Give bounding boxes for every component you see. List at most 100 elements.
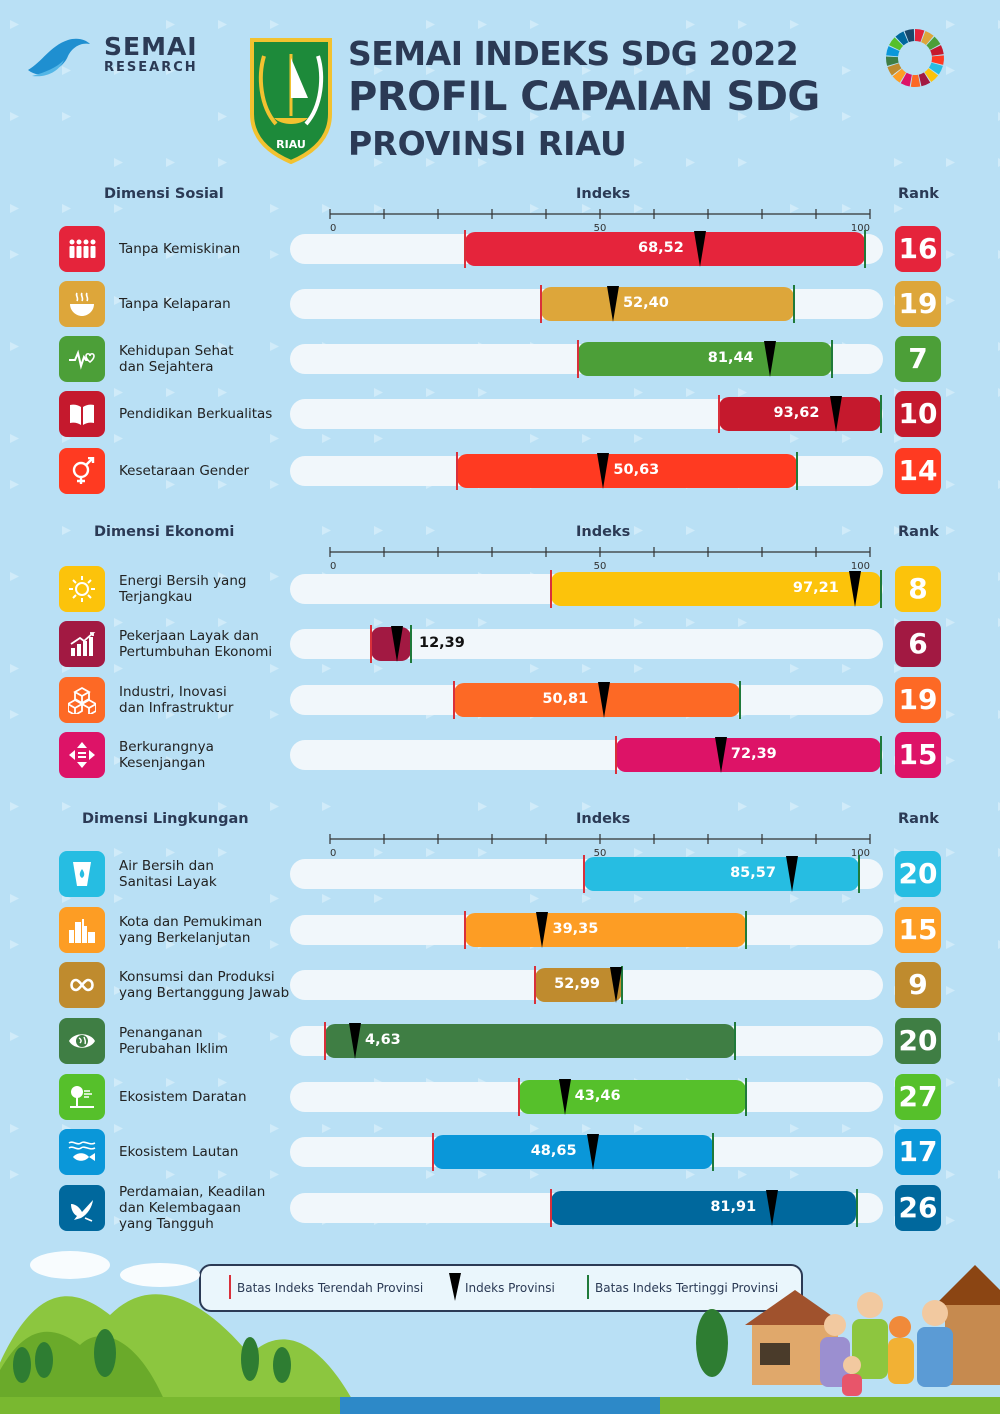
index-column-header: Indeks [576,811,631,827]
axis-tick-label: 0 [330,223,336,232]
legend-index-label: Indeks Provinsi [465,1281,555,1295]
low-limit-marker [464,911,466,949]
rank-badge: 20 [895,851,941,897]
cubes-icon [68,686,96,714]
rank-column-header: Rank [898,524,939,540]
title-line-2: PROFIL CAPAIAN SDG [348,74,820,120]
axis-tick-label: 0 [330,848,336,857]
goal-label: Tanpa Kelaparan [119,296,231,312]
province-index-marker [558,1079,571,1115]
index-scale-axis: 0 50 100 [329,547,871,570]
sdg-goal-badge [59,448,105,494]
sdg-wheel-icon [886,29,944,87]
goal-label: Berkurangnya Kesenjangan [119,739,214,771]
heartbeat-icon [69,349,95,370]
sdg-goal-badge [59,336,105,382]
legend: Batas Indeks Terendah Provinsi Indeks Pr… [199,1264,803,1312]
high-limit-marker [831,340,834,378]
sdg-goal-badge [59,391,105,437]
city-icon [69,919,95,943]
index-value: 43,46 [574,1088,621,1104]
sdg-goal-badge [59,732,105,778]
semai-wave-icon [28,38,90,77]
province-index-marker [829,396,842,432]
low-limit-marker [455,452,458,490]
sdg-row: Konsumsi dan Produksi yang Bertanggung J… [0,959,1000,1009]
low-limit-marker [464,230,466,268]
crest-text: RIAU [276,138,306,151]
tree-icon [70,1086,94,1108]
province-index-marker [610,967,623,1003]
province-index-marker [763,341,776,377]
sdg-goal-badge [59,226,105,272]
low-limit-marker [582,855,585,893]
infinity-icon [70,978,94,992]
gender-icon [72,457,95,484]
legend-index-marker [449,1273,461,1301]
low-limit-marker [453,681,456,719]
range-bar [324,1024,735,1058]
rank-badge: 27 [895,1074,941,1120]
range-bar [551,1191,857,1225]
goal-label: Air Bersih dan Sanitasi Layak [119,858,217,890]
province-index-marker [536,912,549,948]
index-value: 72,39 [730,746,777,762]
low-limit-marker [577,340,580,378]
axis-tick-label: 50 [594,561,607,570]
rank-badge: 15 [895,907,941,953]
index-column-header: Indeks [576,186,631,202]
high-limit-marker [793,285,796,323]
goal-label: Pendidikan Berkualitas [119,406,273,422]
sdg-row: Industri, Inovasi dan Infrastruktur 50,81… [0,674,1000,724]
index-value: 97,21 [792,580,839,596]
dove-icon [71,1200,93,1222]
index-value: 52,40 [622,295,669,311]
range-bar [370,627,411,661]
index-value: 50,81 [542,691,589,707]
index-value: 81,91 [710,1199,757,1215]
rank-badge: 19 [895,677,941,723]
range-bar [540,287,795,321]
bowl-icon [70,292,94,316]
sdg-goal-badge [59,1074,105,1120]
section-title: Dimensi Ekonomi [94,524,235,540]
index-value: 50,63 [613,462,660,478]
low-limit-marker [323,1022,326,1060]
sdg-row: Energi Bersih yang Terjangkau 97,21 8 [0,563,1000,613]
range-bar [465,232,865,266]
low-limit-marker [615,736,618,774]
sdg-goal-badge [59,677,105,723]
province-index-marker [597,453,610,489]
sdg-row: Kehidupan Sehat dan Sejahtera 81,44 7 [0,333,1000,383]
range-bar [432,1135,714,1169]
goal-label: Energi Bersih yang Terjangkau [119,573,247,605]
index-value: 39,35 [552,921,599,937]
high-limit-marker [734,1022,736,1060]
high-limit-marker [855,1189,858,1227]
sdg-row: Air Bersih dan Sanitasi Layak 85,57 20 [0,848,1000,898]
rank-column-header: Rank [898,811,939,827]
sdg-row: Perdamaian, Keadilan dan Kelembagaan yan… [0,1182,1000,1232]
axis-tick-label: 50 [594,848,607,857]
range-bar [465,913,746,947]
high-limit-marker [744,1078,747,1116]
goal-label: Konsumsi dan Produksi yang Bertanggung J… [119,969,290,1001]
axis-tick-label: 100 [851,223,870,232]
sdg-row: Penanganan Perubahan Iklim 4,63 20 [0,1015,1000,1065]
sdg-row: Pendidikan Berkualitas 93,62 10 [0,388,1000,438]
province-index-marker [848,571,861,607]
range-bar [578,342,833,376]
province-index-marker [606,286,619,322]
index-value: 93,62 [773,405,820,421]
rank-badge: 7 [895,336,941,382]
eye-globe-icon [69,1034,95,1048]
sdg-row: Tanpa Kelaparan 52,40 19 [0,278,1000,328]
title-line-3: PROVINSI RIAU [348,124,627,163]
sdg-goal-badge [59,1018,105,1064]
section-title: Dimensi Lingkungan [82,811,249,827]
high-limit-marker [879,395,882,433]
range-bar [583,857,860,891]
sdg-goal-badge [59,281,105,327]
index-scale-axis: 0 50 100 [329,834,871,857]
index-value: 81,44 [707,350,754,366]
